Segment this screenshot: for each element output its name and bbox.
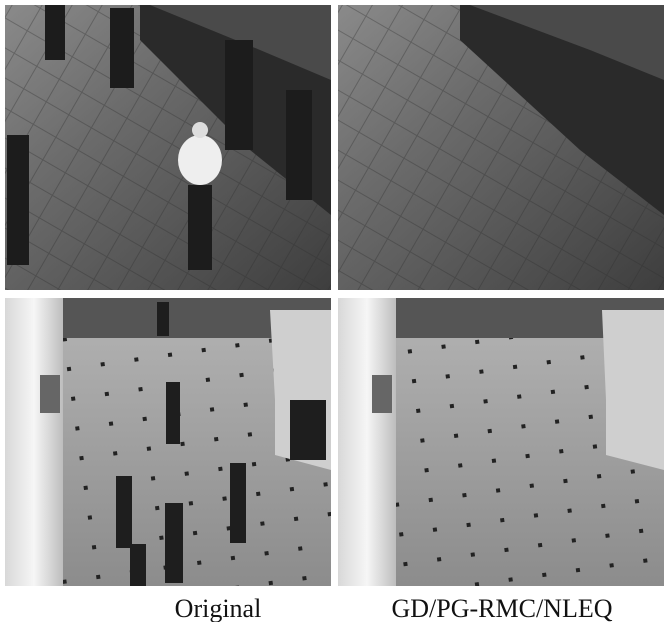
bin bbox=[40, 375, 60, 413]
counter-top bbox=[150, 5, 331, 80]
people bbox=[116, 302, 326, 586]
photo-bottom-original bbox=[5, 298, 331, 586]
person-shirt bbox=[178, 135, 222, 185]
photo-bottom-background bbox=[338, 298, 664, 586]
counter-top bbox=[470, 5, 664, 80]
people bbox=[7, 5, 312, 270]
person-head bbox=[192, 122, 208, 138]
caption-method: GD/PG-RMC/NLEQ bbox=[391, 594, 612, 622]
photo-top-original bbox=[5, 5, 331, 290]
caption-original: Original bbox=[175, 594, 262, 622]
pillar bbox=[5, 298, 63, 586]
photo-top-background bbox=[338, 5, 664, 290]
bin bbox=[372, 375, 392, 413]
kiosk bbox=[602, 310, 664, 470]
pillar bbox=[338, 298, 396, 586]
